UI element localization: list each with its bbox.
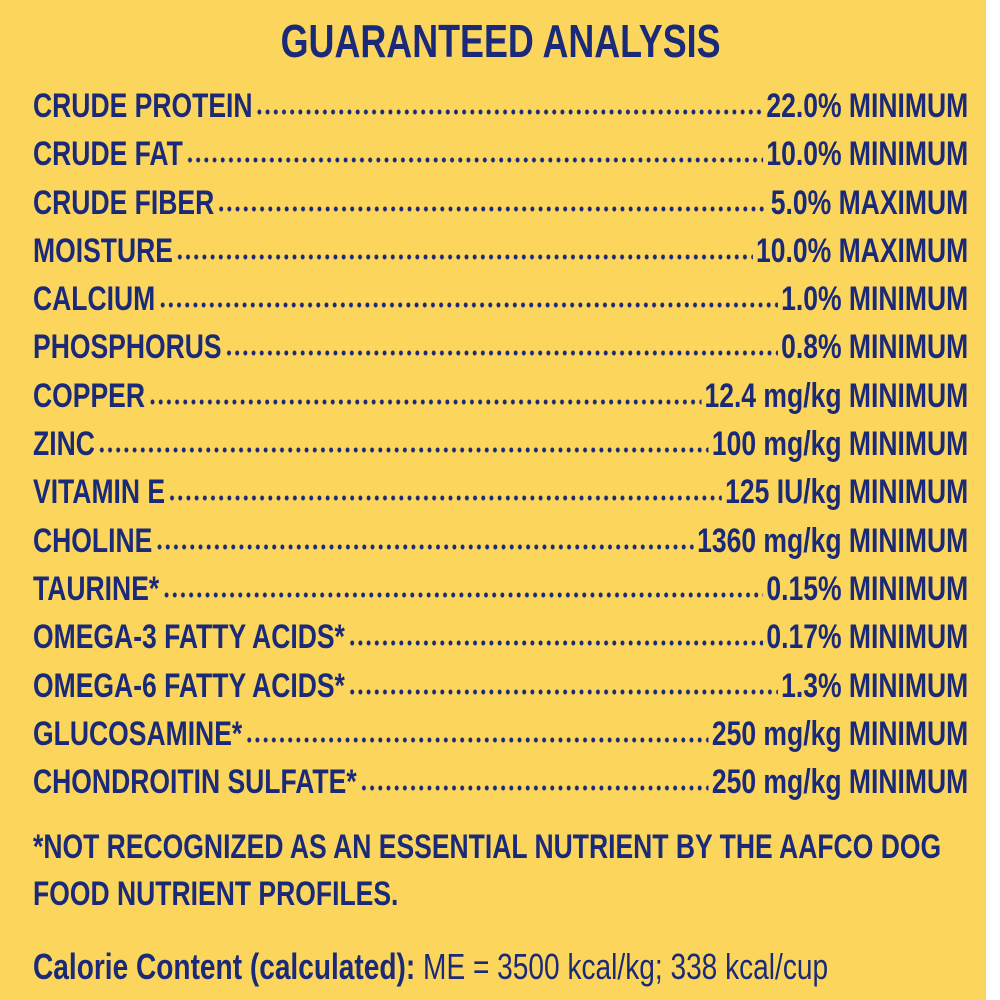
nutrient-value: 0.15% MINIMUM [766, 569, 969, 608]
dot-leader [348, 638, 764, 649]
dot-leader [168, 493, 722, 504]
dot-leader [224, 348, 778, 359]
nutrient-name: CHONDROITIN SULFATE* [33, 763, 357, 802]
calorie-label: Calorie Content (calculated): [33, 946, 416, 988]
nutrient-name: CALCIUM [33, 280, 156, 319]
analysis-row: CRUDE PROTEIN 22.0% MINIMUM [33, 82, 968, 130]
nutrient-name: ZINC [33, 425, 95, 464]
nutrient-value: 0.17% MINIMUM [766, 618, 969, 657]
dot-leader [176, 251, 753, 262]
title: GUARANTEED ANALYSIS [280, 15, 721, 67]
nutrient-value: 100 mg/kg MINIMUM [711, 425, 969, 464]
analysis-row: OMEGA-6 FATTY ACIDS* 1.3% MINIMUM [33, 662, 968, 710]
nutrient-name: PHOSPHORUS [33, 328, 222, 367]
dot-leader [155, 541, 694, 552]
analysis-row: GLUCOSAMINE* 250 mg/kg MINIMUM [33, 710, 968, 758]
nutrient-value: 250 mg/kg MINIMUM [711, 714, 969, 753]
nutrient-name: OMEGA-3 FATTY ACIDS* [33, 618, 345, 657]
nutrient-name: MOISTURE [33, 231, 173, 270]
analysis-row: CHOLINE 1360 mg/kg MINIMUM [33, 517, 968, 565]
dot-leader [185, 155, 764, 166]
analysis-row: PHOSPHORUS 0.8% MINIMUM [33, 323, 968, 371]
edge-strip [986, 0, 1000, 1000]
dot-leader [162, 589, 764, 600]
nutrient-value: 22.0% MINIMUM [766, 87, 969, 125]
analysis-row: MOISTURE 10.0% MAXIMUM [33, 227, 968, 275]
nutrient-name: OMEGA-6 FATTY ACIDS* [33, 666, 345, 705]
analysis-row: CALCIUM 1.0% MINIMUM [33, 275, 968, 323]
nutrient-value: 5.0% MAXIMUM [770, 183, 969, 222]
label-panel: GUARANTEED ANALYSIS CRUDE PROTEIN 22.0% M… [33, 0, 968, 988]
calorie-text: ME = 3500 kcal/kg; 338 kcal/cup [423, 946, 829, 988]
analysis-row: CHONDROITIN SULFATE* 250 mg/kg MINIMUM [33, 758, 968, 806]
nutrient-name: CHOLINE [33, 521, 153, 560]
analysis-row: ZINC 100 mg/kg MINIMUM [33, 420, 968, 468]
dot-leader [217, 203, 768, 214]
analysis-row: OMEGA-3 FATTY ACIDS* 0.17% MINIMUM [33, 613, 968, 661]
nutrient-value: 1360 mg/kg MINIMUM [697, 521, 969, 560]
footnote: *NOT RECOGNIZED AS AN ESSENTIAL NUTRIENT… [33, 828, 942, 914]
dot-leader [148, 396, 702, 407]
nutrient-name: COPPER [33, 376, 146, 415]
calorie-content: Calorie Content (calculated): ME = 3500 … [33, 946, 968, 988]
analysis-row: TAURINE* 0.15% MINIMUM [33, 565, 968, 613]
dot-leader [348, 686, 778, 697]
dot-leader [245, 734, 709, 745]
analysis-row: VITAMIN E 125 IU/kg MINIMUM [33, 468, 968, 516]
nutrient-value: 1.0% MINIMUM [781, 280, 969, 319]
nutrient-name: TAURINE* [33, 569, 160, 608]
analysis-row: CRUDE FIBER 5.0% MAXIMUM [33, 179, 968, 227]
nutrient-value: 0.8% MINIMUM [781, 328, 969, 367]
dot-leader [97, 445, 709, 456]
analysis-list: CRUDE PROTEIN 22.0% MINIMUM CRUDE FAT 10.0%… [33, 82, 968, 806]
nutrient-name: CRUDE FIBER [33, 183, 215, 222]
dot-leader [255, 107, 764, 117]
analysis-row: CRUDE FAT 10.0% MINIMUM [33, 130, 968, 178]
nutrient-value: 1.3% MINIMUM [781, 666, 969, 705]
nutrient-value: 10.0% MAXIMUM [756, 231, 969, 270]
nutrient-value: 10.0% MINIMUM [766, 135, 969, 174]
dot-leader [359, 783, 709, 794]
nutrient-name: VITAMIN E [33, 473, 166, 512]
nutrient-name: CRUDE PROTEIN [33, 87, 253, 125]
dot-leader [158, 300, 778, 311]
nutrient-value: 125 IU/kg MINIMUM [725, 473, 969, 512]
nutrient-value: 12.4 mg/kg MINIMUM [704, 376, 969, 415]
analysis-row: COPPER 12.4 mg/kg MINIMUM [33, 372, 968, 420]
nutrient-name: CRUDE FAT [33, 135, 183, 174]
nutrient-value: 250 mg/kg MINIMUM [711, 763, 969, 802]
nutrient-name: GLUCOSAMINE* [33, 714, 243, 753]
